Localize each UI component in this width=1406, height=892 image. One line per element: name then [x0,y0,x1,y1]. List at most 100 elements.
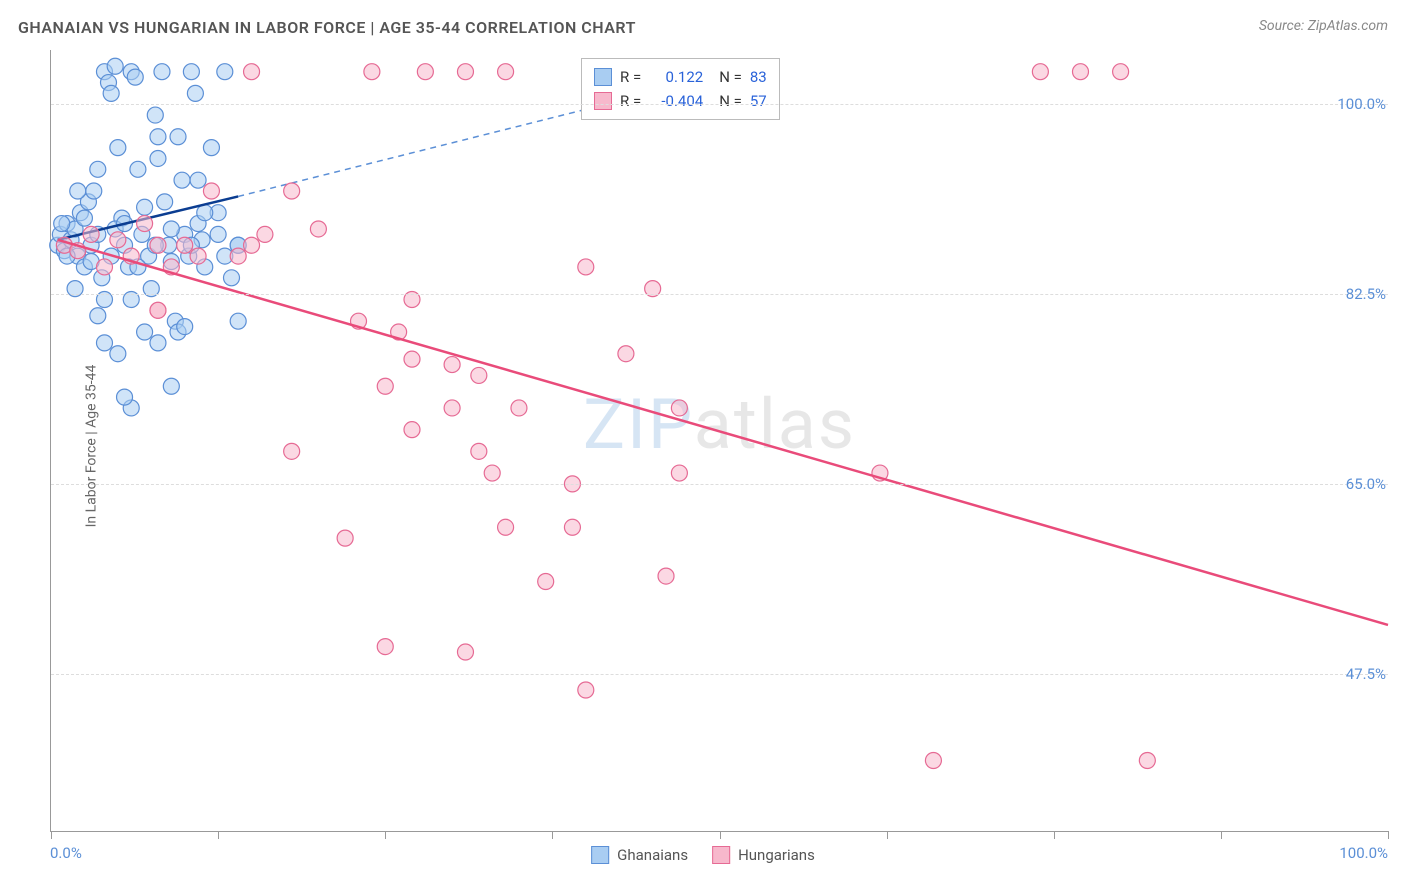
scatter-point [76,210,92,226]
r-label: R = [620,89,641,113]
scatter-point [578,682,594,698]
y-tick-label: 82.5% [1346,285,1386,303]
chart-title: GHANAIAN VS HUNGARIAN IN LABOR FORCE | A… [18,18,636,37]
scatter-point [284,443,300,459]
scatter-point [484,465,500,481]
scatter-point [444,400,460,416]
legend-item-ghanaians: Ghanaians [591,846,688,864]
scatter-point [671,400,687,416]
scatter-point [1032,64,1048,80]
scatter-point [197,205,213,221]
y-tick-label: 47.5% [1346,665,1386,683]
plot-svg [51,50,1388,831]
scatter-point [230,248,246,264]
plot-area: ZIPatlas R = 0.122 N = 83 R = -0.404 N =… [50,50,1388,832]
n-label: N = [719,65,742,89]
scatter-point [364,64,380,80]
scatter-point [150,302,166,318]
scatter-point [203,140,219,156]
scatter-point [498,519,514,535]
scatter-point [337,530,353,546]
scatter-point [150,237,166,253]
scatter-point [107,58,123,74]
scatter-point [538,574,554,590]
y-axis-label: In Labor Force | Age 35-44 [83,365,99,528]
scatter-point [137,324,153,340]
scatter-point [90,308,106,324]
scatter-point [417,64,433,80]
scatter-point [157,194,173,210]
legend-label-hungarians: Hungarians [738,846,815,864]
scatter-point [110,232,126,248]
scatter-point [177,319,193,335]
scatter-point [511,400,527,416]
x-tick-label-min: 0.0% [50,844,82,862]
scatter-point [925,752,941,768]
legend-label-ghanaians: Ghanaians [617,846,688,864]
swatch-hungarians [594,92,612,110]
scatter-point [174,172,190,188]
legend-item-hungarians: Hungarians [712,846,815,864]
scatter-point [83,226,99,242]
scatter-point [671,465,687,481]
scatter-point [377,378,393,394]
scatter-point [404,422,420,438]
r-label: R = [620,65,641,89]
n-label: N = [719,89,742,113]
scatter-point [183,64,199,80]
scatter-point [70,183,86,199]
y-tick-label: 100.0% [1337,95,1386,113]
scatter-point [154,64,170,80]
scatter-point [457,64,473,80]
scatter-point [190,248,206,264]
scatter-point [244,237,260,253]
scatter-point [310,221,326,237]
scatter-point [1113,64,1129,80]
n-value-hungarians: 57 [750,89,767,113]
scatter-point [618,346,634,362]
scatter-point [471,367,487,383]
scatter-point [117,389,133,405]
scatter-point [150,150,166,166]
scatter-point [284,183,300,199]
y-tick-label: 65.0% [1346,475,1386,493]
scatter-point [444,357,460,373]
scatter-point [137,216,153,232]
scatter-point [217,64,233,80]
scatter-point [1139,752,1155,768]
scatter-point [498,64,514,80]
correlation-legend: R = 0.122 N = 83 R = -0.404 N = 57 [581,58,780,120]
chart-container: GHANAIAN VS HUNGARIAN IN LABOR FORCE | A… [0,0,1406,892]
scatter-point [190,172,206,188]
scatter-point [257,226,273,242]
scatter-point [96,259,112,275]
swatch-ghanaians [594,68,612,86]
scatter-point [564,519,580,535]
scatter-point [137,199,153,215]
scatter-point [150,129,166,145]
scatter-point [658,568,674,584]
scatter-point [90,161,106,177]
scatter-point [96,335,112,351]
scatter-point [187,85,203,101]
legend-row-ghanaians: R = 0.122 N = 83 [594,65,767,89]
scatter-point [103,85,119,101]
scatter-point [170,129,186,145]
scatter-point [404,351,420,367]
n-value-ghanaians: 83 [750,65,767,89]
swatch-ghanaians-bottom [591,846,609,864]
scatter-point [471,443,487,459]
scatter-point [127,69,143,85]
scatter-point [86,183,102,199]
trend-line [58,240,1388,625]
scatter-point [150,335,166,351]
legend-row-hungarians: R = -0.404 N = 57 [594,89,767,113]
r-value-ghanaians: 0.122 [649,65,703,89]
scatter-point [54,216,70,232]
scatter-point [163,378,179,394]
scatter-point [110,346,126,362]
x-tick-label-max: 100.0% [1339,844,1388,862]
source-attribution: Source: ZipAtlas.com [1259,18,1388,34]
scatter-point [457,644,473,660]
scatter-point [177,237,193,253]
